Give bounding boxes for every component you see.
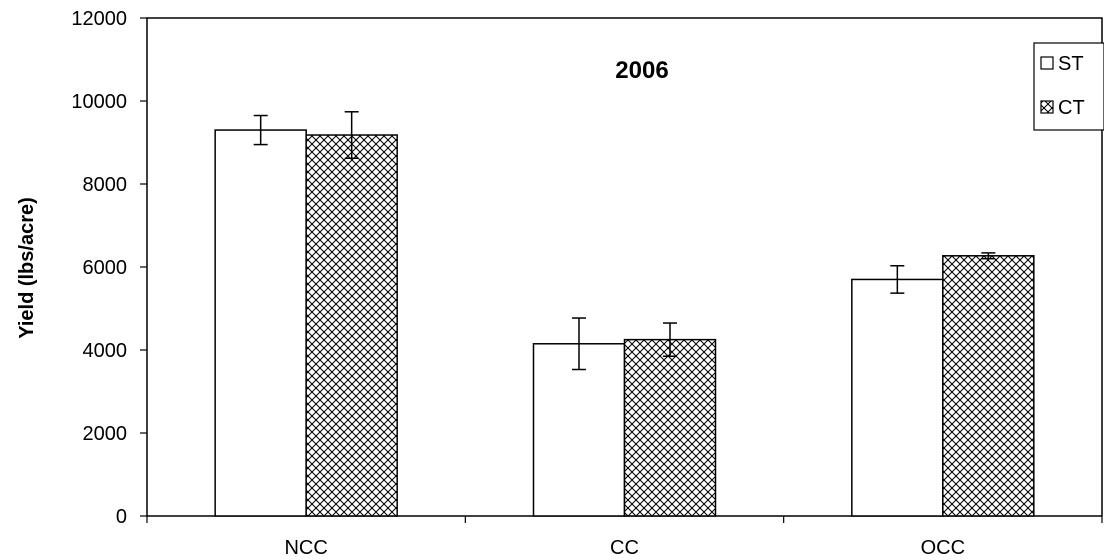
- bar-st-cc: [532, 343, 626, 517]
- x-axis: NCC CC OCC: [146, 516, 1103, 559]
- y-axis-title: Yield (lbs/acre): [16, 197, 38, 339]
- bar-ct-occ: [942, 255, 1035, 517]
- legend-label-ct: CT: [1058, 97, 1085, 119]
- x-tick-label: NCC: [284, 537, 327, 559]
- y-axis: 0 2000 4000 6000 8000 10000 12000: [71, 8, 147, 528]
- x-tick-label: CC: [610, 537, 639, 559]
- legend-swatch-ct: [1040, 100, 1054, 114]
- legend-swatch-st: [1040, 56, 1054, 70]
- y-tick-label: 12000: [71, 8, 127, 30]
- legend: ST CT: [1033, 42, 1104, 131]
- bar-st-occ: [851, 278, 944, 517]
- bar-st-ncc: [214, 129, 307, 517]
- y-tick-label: 4000: [83, 340, 128, 362]
- y-tick-label: 6000: [83, 257, 128, 279]
- y-tick-label: 0: [116, 506, 127, 528]
- bars: [214, 111, 1035, 517]
- y-tick-label: 8000: [83, 174, 128, 196]
- y-tick-label: 10000: [71, 91, 127, 113]
- bar-ct-ncc: [305, 134, 398, 517]
- x-tick-label: OCC: [921, 537, 965, 559]
- y-tick-label: 2000: [83, 423, 128, 445]
- legend-label-st: ST: [1058, 53, 1084, 75]
- chart-title: 2006: [615, 57, 668, 84]
- bar-ct-cc: [623, 338, 717, 517]
